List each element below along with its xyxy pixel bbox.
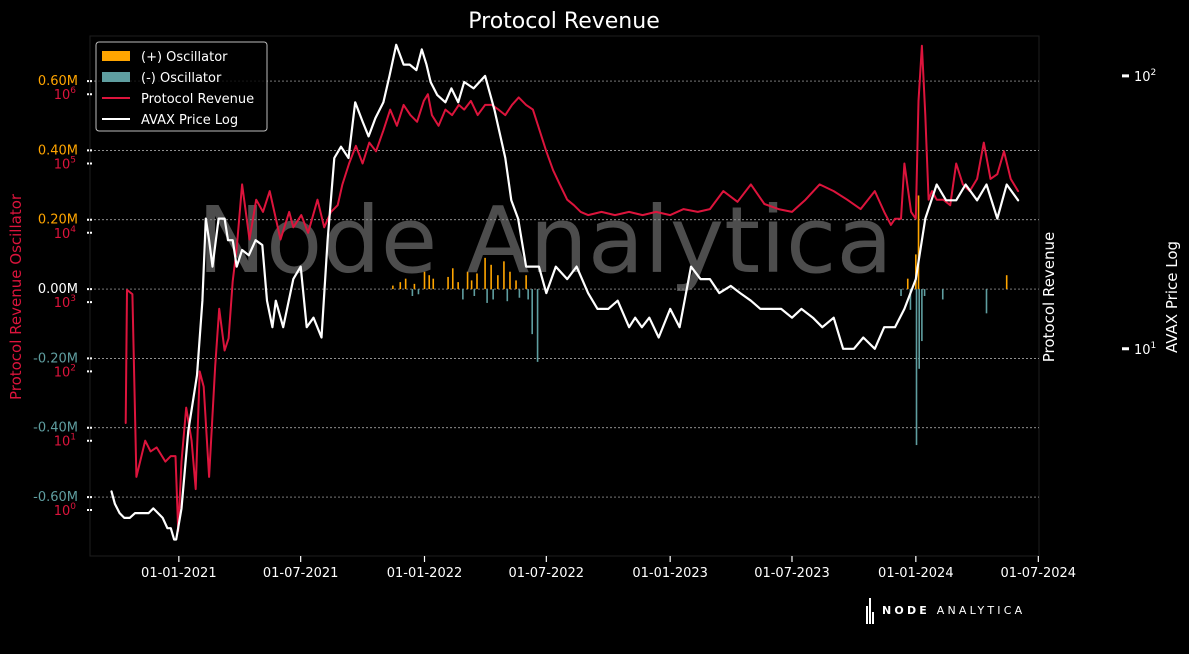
- x-tick-label: 01-07-2023: [754, 566, 830, 581]
- neg-oscillator-bar: [536, 289, 539, 362]
- neg-oscillator-bar: [531, 289, 533, 335]
- revenue-tick-label: 103: [54, 294, 76, 311]
- neg-oscillator-bar: [492, 289, 494, 300]
- chart-title: Protocol Revenue: [468, 9, 659, 34]
- oscillator-tick-label: -0.40M: [33, 421, 78, 436]
- legend-label: AVAX Price Log: [141, 113, 238, 128]
- oscillator-tick-label: 0.00M: [38, 282, 78, 297]
- oscillator-tick-label: 0.40M: [38, 143, 78, 158]
- neg-oscillator-bar: [918, 289, 920, 369]
- x-tick-label: 01-07-2024: [1001, 566, 1077, 581]
- pos-oscillator-bar: [457, 282, 459, 290]
- neg-oscillator-bar: [506, 289, 509, 302]
- neg-oscillator-bar: [915, 289, 918, 446]
- neg-oscillator-bar: [518, 289, 521, 298]
- legend-box: [95, 41, 268, 132]
- pos-oscillator-bar: [915, 254, 917, 290]
- oscillator-tick-label: 0.60M: [38, 74, 78, 89]
- x-tick-label: 01-01-2024: [878, 566, 954, 581]
- x-tick-label: 01-01-2022: [387, 566, 463, 581]
- series-layer: [110, 43, 1020, 541]
- legend-swatch-neg-oscillator: [102, 72, 130, 82]
- pos-oscillator-bar: [1005, 275, 1008, 290]
- neg-oscillator-bar: [923, 289, 926, 296]
- pos-oscillator-bar: [509, 271, 511, 290]
- protocol-revenue-line: [124, 44, 1020, 532]
- x-tick-label: 01-07-2022: [509, 566, 585, 581]
- pos-oscillator-bar: [404, 278, 407, 290]
- legend: (+) Oscillator (-) Oscillator Protocol Rev…: [95, 41, 268, 132]
- revenue-tick-label: 101: [54, 433, 76, 450]
- pos-oscillator-bar: [428, 275, 431, 290]
- brand-logo-text: NODE ANALYTICA: [882, 604, 1026, 617]
- oscillator-tick-label: -0.20M: [33, 351, 78, 366]
- neg-oscillator-bar: [462, 289, 464, 300]
- legend-label: Protocol Revenue: [141, 92, 254, 107]
- pos-oscillator-bar: [432, 278, 435, 290]
- x-tick-label: 01-01-2021: [141, 566, 217, 581]
- neg-oscillator-bar: [900, 289, 902, 296]
- oscillator-tick-label: -0.60M: [33, 490, 78, 505]
- neg-oscillator-bar: [985, 289, 988, 314]
- revenue-tick-label: 100: [54, 502, 77, 519]
- brand-logo: NODE ANALYTICA: [866, 596, 1056, 626]
- legend-label: (+) Oscillator: [141, 50, 228, 65]
- price-tick-label: 102: [1134, 68, 1156, 85]
- right-revenue-axis-label: Protocol Revenue: [1040, 232, 1058, 363]
- revenue-tick-label: 102: [54, 363, 76, 380]
- legend-swatch-pos-oscillator: [102, 51, 130, 61]
- neg-oscillator-bar: [941, 289, 944, 300]
- pos-oscillator-bar: [525, 275, 527, 290]
- pos-oscillator-bar: [392, 285, 394, 290]
- axes-layer: 0.60M0.40M0.20M0.00M-0.20M-0.40M-0.60M10…: [33, 68, 1156, 581]
- neg-oscillator-bar: [921, 289, 923, 342]
- pos-oscillator-bar: [476, 273, 478, 290]
- revenue-tick-label: 105: [54, 156, 76, 173]
- pos-oscillator-bar: [917, 195, 920, 290]
- oscillator-tick-label: 0.20M: [38, 213, 78, 228]
- pos-oscillator-bar: [451, 268, 454, 290]
- brand-logo-icon: [866, 598, 876, 624]
- neg-oscillator-bar: [527, 289, 529, 300]
- plot-area: [89, 35, 1040, 557]
- watermark: Node Analytica: [197, 187, 893, 294]
- pos-oscillator-bar: [484, 257, 486, 290]
- x-tick-label: 01-07-2021: [263, 566, 339, 581]
- pos-oscillator-bar: [906, 278, 909, 290]
- neg-oscillator-bar: [486, 289, 488, 303]
- neg-oscillator-bar: [411, 289, 414, 296]
- pos-oscillator-bar: [503, 261, 505, 290]
- pos-oscillator-bar: [497, 275, 499, 290]
- right-price-axis-label: AVAX Price Log: [1163, 241, 1181, 353]
- pos-oscillator-bar: [399, 282, 402, 290]
- pos-oscillator-bar: [413, 283, 416, 290]
- neg-oscillator-bar: [417, 289, 420, 295]
- avax-price-line: [110, 43, 1020, 541]
- price-tick-label: 101: [1134, 341, 1156, 358]
- x-tick-label: 01-01-2023: [632, 566, 708, 581]
- pos-oscillator-bar: [466, 271, 469, 290]
- pos-oscillator-bar: [470, 280, 473, 290]
- legend-label: (-) Oscillator: [141, 71, 222, 86]
- left-axis-label: Protocol Revenue Oscillator: [7, 193, 25, 400]
- neg-oscillator-bar: [473, 289, 476, 296]
- pos-oscillator-bar: [490, 264, 492, 290]
- pos-oscillator-bar: [423, 271, 426, 290]
- revenue-tick-label: 104: [54, 225, 77, 242]
- oscillator-bars: [392, 195, 1008, 446]
- pos-oscillator-bar: [515, 280, 517, 290]
- revenue-tick-label: 106: [54, 86, 77, 103]
- pos-oscillator-bar: [447, 276, 449, 290]
- neg-oscillator-bar: [909, 289, 912, 310]
